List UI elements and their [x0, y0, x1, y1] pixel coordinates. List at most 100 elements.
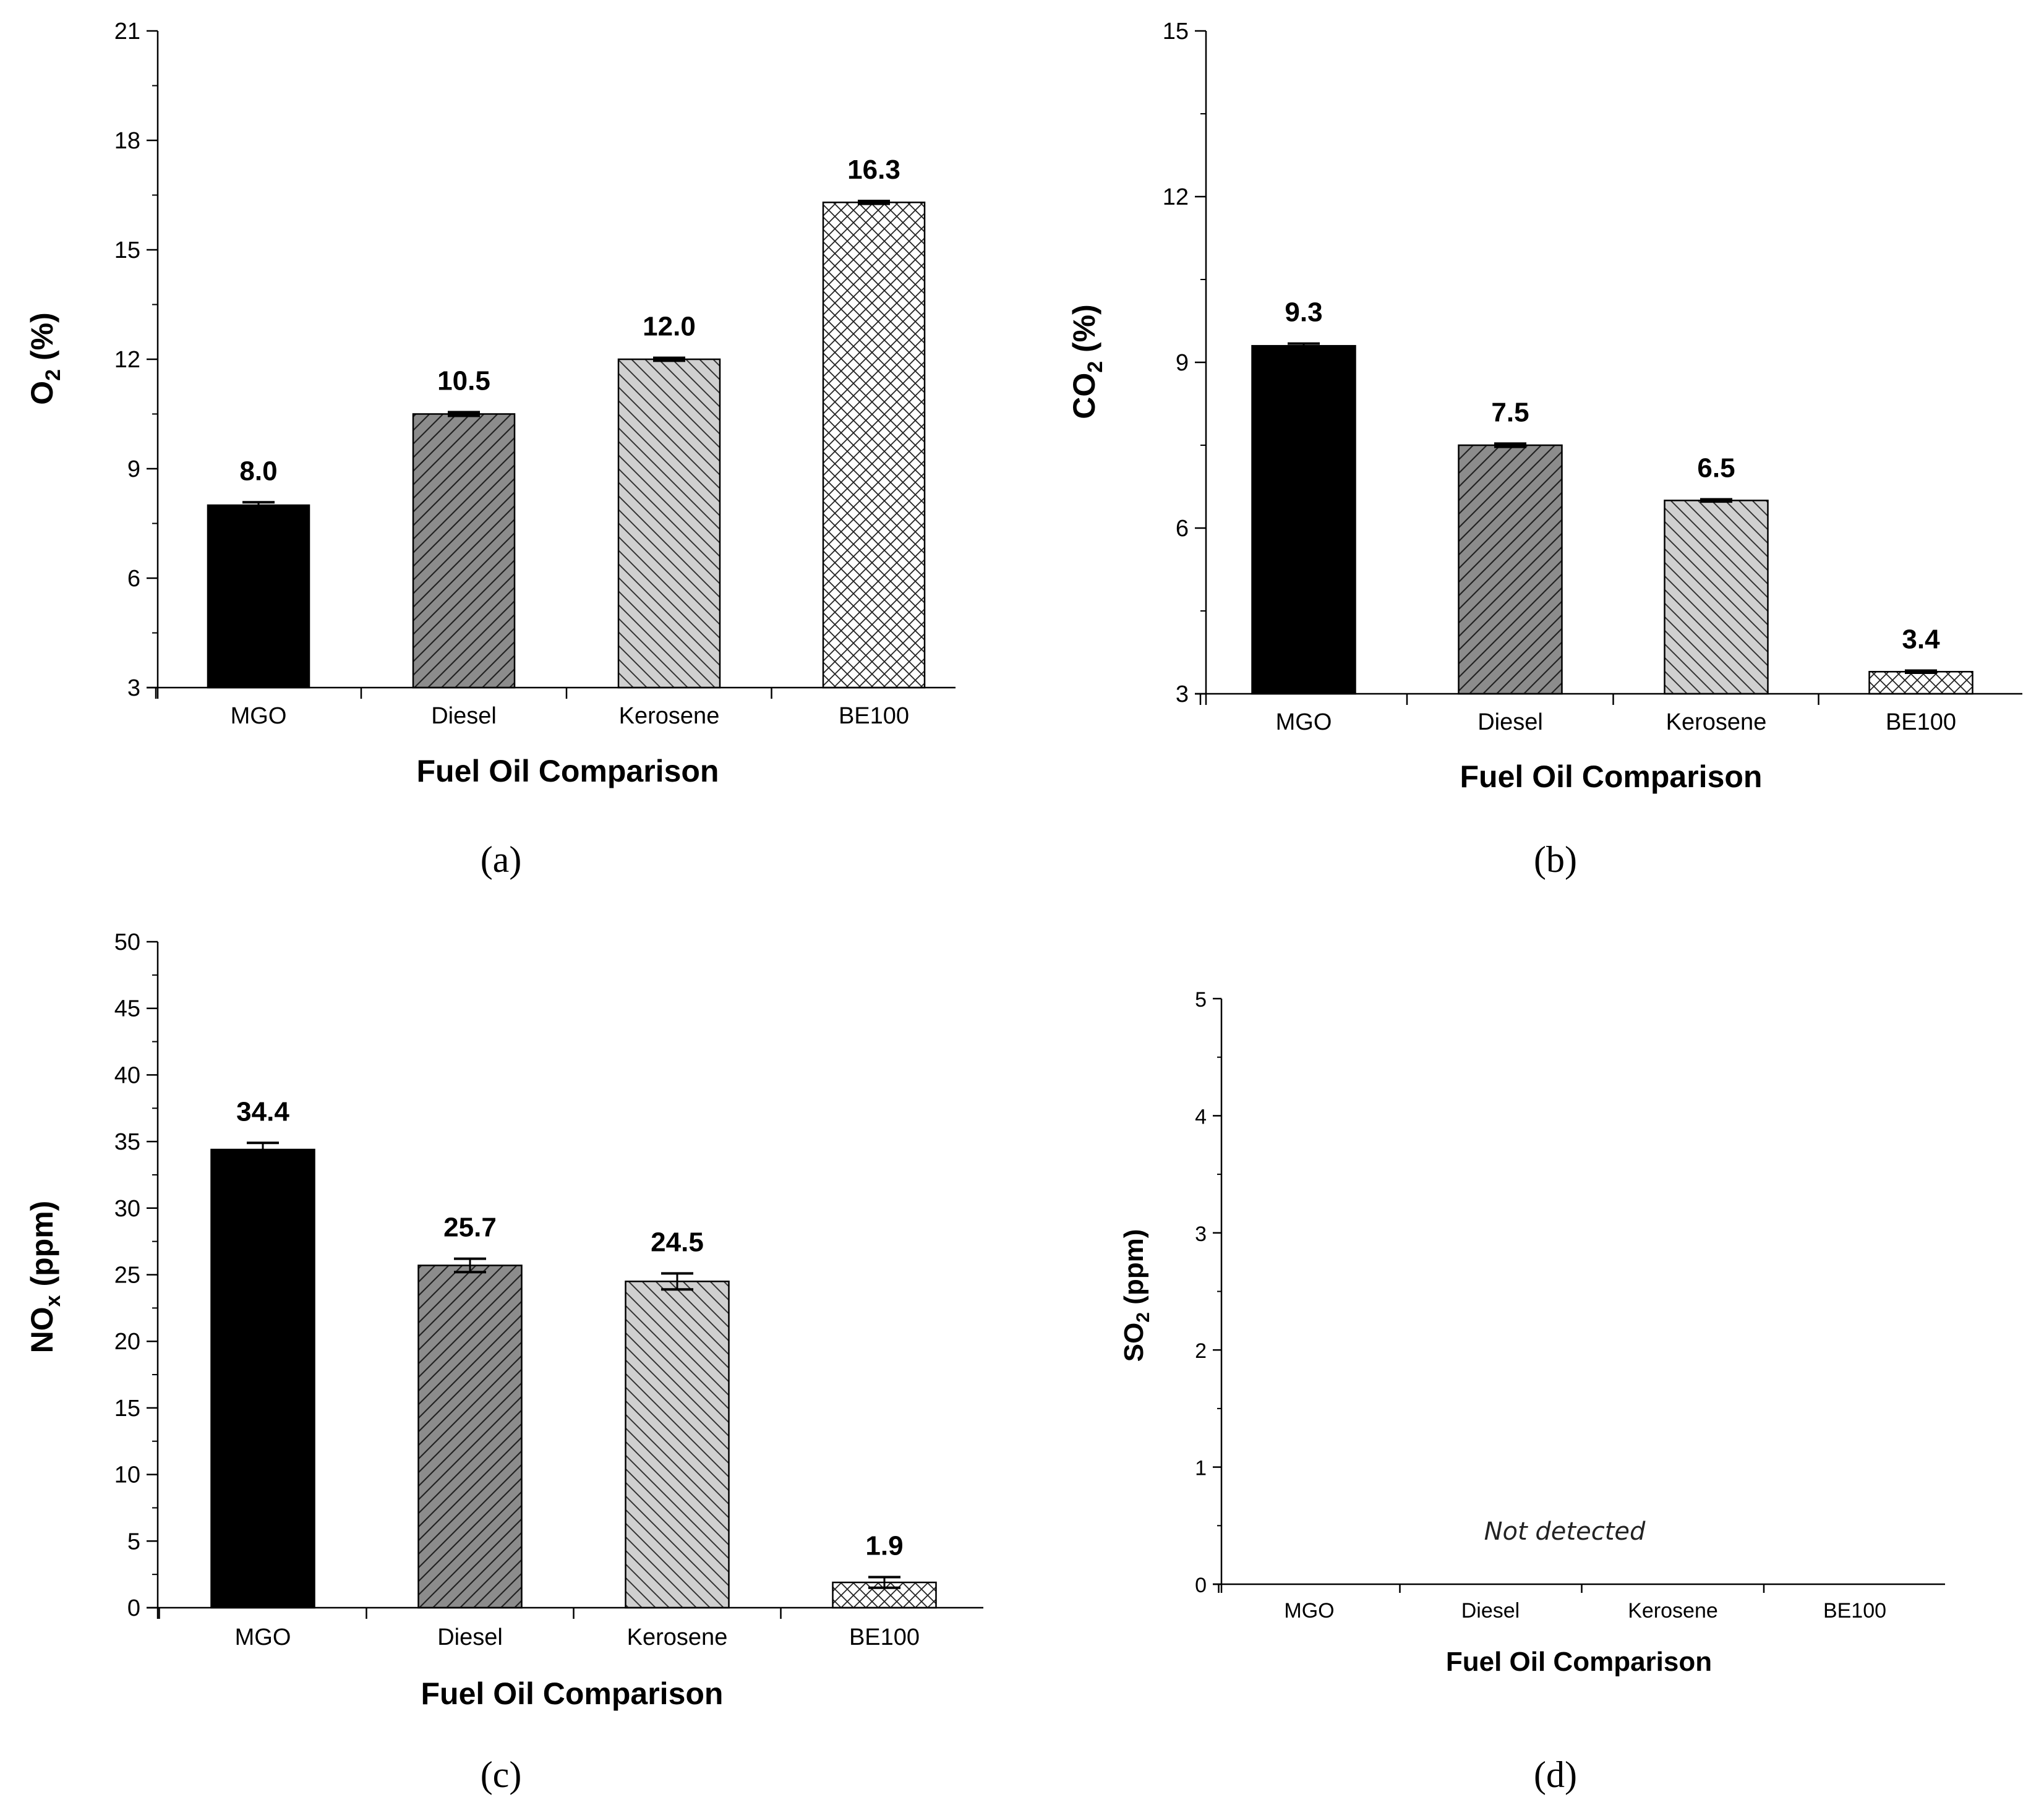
bar-c-mgo: [210, 1148, 315, 1609]
x-axis-title-b: Fuel Oil Comparison: [1460, 759, 1763, 794]
x-tick-label-d-kerosene: Kerosene: [1628, 1599, 1718, 1623]
x-tick-label-d-diesel: Diesel: [1461, 1599, 1520, 1623]
data-label-a-mgo: 8.0: [239, 456, 277, 486]
chart-plot-a: 8.0 10.5 12.0 16.3 3 6 9 12 15 18 21 MGO Diesel Keros…: [114, 19, 956, 729]
panel-a: 8.0 10.5 12.0 16.3 3 6 9 12 15 18 21 MGO Diesel Keros…: [25, 19, 956, 880]
y-tick-label-d: 4: [1195, 1105, 1207, 1128]
data-label-b-mgo: 9.3: [1285, 297, 1322, 328]
x-tick-label-d-be100: BE100: [1823, 1599, 1886, 1623]
error-bar-c-diesel: [454, 1257, 486, 1274]
chart-plot-b: 9.3 7.5 6.5 3.4 3 6 9 12 15 MGO Diesel Kerosene BE10…: [1163, 19, 2022, 735]
error-bar-b-kerosene: [1700, 498, 1732, 503]
data-label-a-diesel: 10.5: [437, 366, 490, 396]
data-label-c-be100: 1.9: [865, 1530, 903, 1561]
bar-b-be100: [1868, 671, 1973, 695]
y-tick-label-c: 35: [114, 1129, 140, 1155]
y-tick-label-a: 12: [114, 347, 140, 373]
panel-d: 0 1 2 3 4 5 MGO Diesel Kerosene BE100 Not detecte…: [1119, 988, 1945, 1795]
bar-b-kerosene: [1664, 500, 1769, 695]
y-axis-title-b: CO2 (%): [1067, 304, 1107, 419]
y-tick-label-c: 0: [127, 1595, 140, 1621]
y-tick-label-b: 9: [1176, 350, 1189, 376]
caption-c: (c): [481, 1754, 522, 1795]
bar-c-kerosene: [625, 1281, 730, 1609]
x-tick-label-a-diesel: Diesel: [431, 703, 497, 729]
bar-b-diesel: [1458, 444, 1563, 695]
error-bar-c-kerosene: [661, 1272, 693, 1291]
caption-b: (b): [1534, 839, 1577, 880]
y-tick-label-d: 0: [1195, 1574, 1207, 1597]
x-tick-label-b-kerosene: Kerosene: [1666, 709, 1767, 735]
x-tick-label-b-diesel: Diesel: [1477, 709, 1543, 735]
y-tick-label-c: 50: [114, 929, 140, 955]
error-bar-a-diesel: [448, 411, 480, 417]
data-label-b-diesel: 7.5: [1491, 397, 1529, 427]
y-tick-label-a: 18: [114, 128, 140, 154]
error-bar-a-kerosene: [653, 356, 685, 362]
data-label-b-kerosene: 6.5: [1697, 453, 1735, 484]
y-tick-label-a: 9: [127, 456, 140, 482]
x-tick-label-c-kerosene: Kerosene: [627, 1624, 728, 1650]
y-tick-label-d: 2: [1195, 1339, 1207, 1363]
data-label-c-diesel: 25.7: [443, 1213, 497, 1243]
y-tick-label-b: 12: [1163, 184, 1189, 210]
error-bar-a-mgo: [242, 501, 275, 510]
y-tick-label-d: 1: [1195, 1457, 1207, 1480]
x-tick-label-c-mgo: MGO: [235, 1624, 291, 1650]
y-tick-label-c: 30: [114, 1196, 140, 1222]
data-label-a-kerosene: 12.0: [643, 312, 696, 342]
y-tick-label-a: 21: [114, 19, 140, 45]
x-tick-label-c-be100: BE100: [849, 1624, 920, 1650]
y-tick-label-c: 20: [114, 1329, 140, 1355]
error-bar-b-mgo: [1288, 342, 1320, 349]
y-axis-title-d: SO2 (ppm): [1119, 1229, 1153, 1362]
x-tick-label-a-kerosene: Kerosene: [619, 703, 720, 729]
y-tick-label-d: 3: [1195, 1222, 1207, 1246]
panel-b: 9.3 7.5 6.5 3.4 3 6 9 12 15 MGO Diesel Kerosene BE10…: [1067, 19, 2022, 880]
caption-d: (d): [1534, 1754, 1577, 1795]
data-label-c-kerosene: 24.5: [651, 1227, 704, 1257]
y-tick-label-c: 10: [114, 1462, 140, 1488]
bar-a-diesel: [412, 413, 516, 689]
y-tick-label-a: 15: [114, 237, 140, 263]
error-bar-a-be100: [858, 199, 890, 205]
bar-a-be100: [822, 202, 926, 689]
y-tick-label-a: 3: [127, 675, 140, 701]
data-label-b-be100: 3.4: [1902, 624, 1940, 654]
x-axis-title-c: Fuel Oil Comparison: [421, 1676, 724, 1711]
y-tick-label-c: 5: [127, 1529, 140, 1555]
chart-plot-d: 0 1 2 3 4 5 MGO Diesel Kerosene BE100: [1195, 988, 1945, 1623]
x-tick-label-b-be100: BE100: [1886, 709, 1956, 735]
x-tick-label-a-be100: BE100: [839, 703, 909, 729]
error-bar-c-mgo: [247, 1141, 279, 1158]
y-tick-label-c: 45: [114, 996, 140, 1022]
y-tick-label-c: 25: [114, 1263, 140, 1289]
y-tick-label-a: 6: [127, 566, 140, 592]
caption-a: (a): [481, 839, 522, 880]
y-tick-label-c: 40: [114, 1062, 140, 1088]
bar-c-diesel: [417, 1265, 523, 1609]
y-tick-label-c: 15: [114, 1396, 140, 1422]
y-tick-label-b: 3: [1176, 681, 1189, 707]
data-label-c-mgo: 34.4: [236, 1096, 289, 1127]
x-tick-label-a-mgo: MGO: [231, 703, 287, 729]
y-axis-title-a: O2 (%): [25, 312, 65, 404]
chart-plot-c: 34.4 25.7 24.5 1.9 0 5 10 15 20 25 30 35 40 45 50 MGO Di…: [114, 929, 983, 1650]
x-tick-label-b-mgo: MGO: [1276, 709, 1332, 735]
y-axis-title-c: NOx (ppm): [25, 1201, 65, 1354]
y-tick-label-b: 6: [1176, 516, 1189, 542]
bar-b-mgo: [1251, 344, 1356, 695]
data-label-a-be100: 16.3: [847, 155, 900, 185]
y-tick-label-b: 15: [1163, 19, 1189, 45]
x-axis-title-d: Fuel Oil Comparison: [1446, 1647, 1712, 1677]
bar-a-kerosene: [617, 358, 721, 689]
error-bar-b-be100: [1905, 669, 1937, 675]
x-tick-label-c-diesel: Diesel: [437, 1624, 503, 1650]
bar-a-mgo: [207, 504, 310, 689]
x-tick-label-d-mgo: MGO: [1284, 1599, 1334, 1623]
not-detected-annotation: Not detected: [1484, 1517, 1646, 1546]
error-bar-c-be100: [868, 1576, 900, 1589]
panel-c: 34.4 25.7 24.5 1.9 0 5 10 15 20 25 30 35 40 45 50 MGO Di…: [25, 929, 983, 1795]
error-bar-b-diesel: [1494, 442, 1526, 448]
